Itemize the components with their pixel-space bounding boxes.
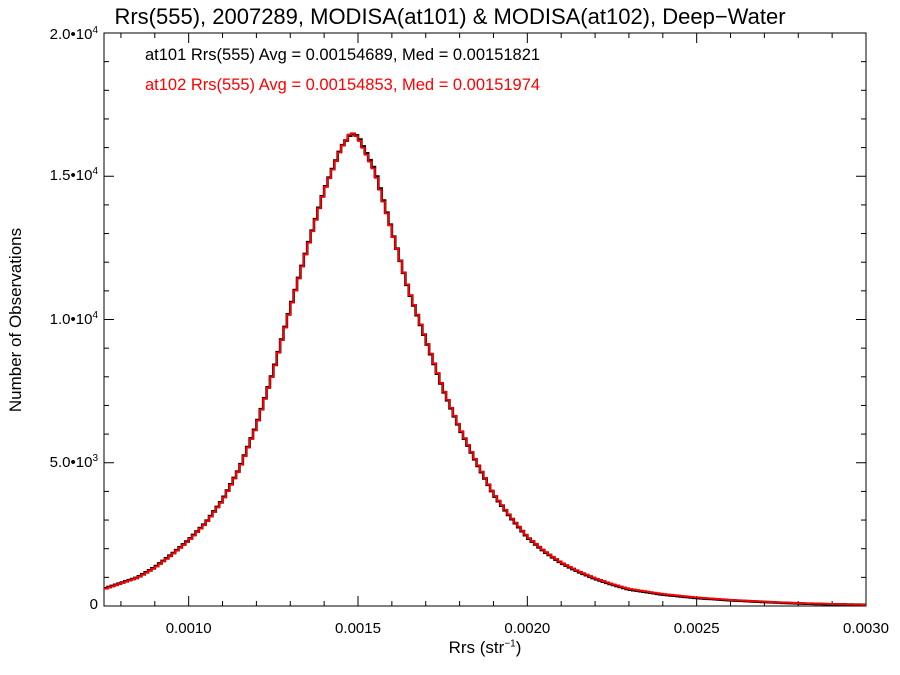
x-axis-label-base: Rrs (str bbox=[448, 638, 505, 657]
x-axis-label-end: ) bbox=[515, 638, 522, 657]
series-annotation-at101: at101 Rrs(555) Avg = 0.00154689, Med = 0… bbox=[145, 46, 541, 64]
y-tick-label-exponent: 4 bbox=[92, 166, 98, 178]
x-tick-label: 0.0030 bbox=[843, 620, 889, 637]
y-tick-label-base: 1.5•10 bbox=[49, 167, 93, 185]
y-tick-label: 5.0•103 bbox=[0, 453, 98, 471]
series-line-at102 bbox=[104, 132, 866, 606]
x-tick-label: 0.0010 bbox=[165, 620, 212, 637]
series-annotation-at102: at102 Rrs(555) Avg = 0.00154853, Med = 0… bbox=[145, 76, 541, 94]
y-tick-label: 1.5•104 bbox=[0, 166, 98, 184]
plot-frame bbox=[103, 32, 867, 607]
y-tick-label-exponent: 4 bbox=[92, 25, 98, 36]
y-tick-label-exponent: 4 bbox=[92, 309, 98, 321]
x-tick-label: 0.0025 bbox=[673, 620, 720, 637]
y-tick-label-base: 0 bbox=[89, 596, 98, 613]
y-tick-label-exponent: 3 bbox=[92, 452, 98, 464]
x-tick-label: 0.0020 bbox=[504, 620, 551, 637]
series-line-at101 bbox=[104, 132, 866, 607]
x-tick-label: 0.0015 bbox=[335, 620, 381, 637]
y-tick-label: 1.0•104 bbox=[0, 310, 98, 328]
series-layer bbox=[104, 132, 866, 607]
y-tick-label-base: 1.0•10 bbox=[49, 310, 93, 328]
tick-marks bbox=[104, 32, 867, 607]
y-tick-label-base: 5.0•10 bbox=[49, 453, 93, 471]
x-axis-label-exponent: −1 bbox=[504, 638, 516, 650]
x-axis-label: Rrs (str−1) bbox=[104, 638, 866, 658]
y-tick-label: 2.0•104 bbox=[0, 25, 98, 43]
y-tick-label-base: 2.0•10 bbox=[49, 26, 93, 43]
y-tick-label: 0 bbox=[0, 596, 98, 613]
chart-title: Rrs(555), 2007289, MODISA(at101) & MODIS… bbox=[114, 4, 786, 29]
